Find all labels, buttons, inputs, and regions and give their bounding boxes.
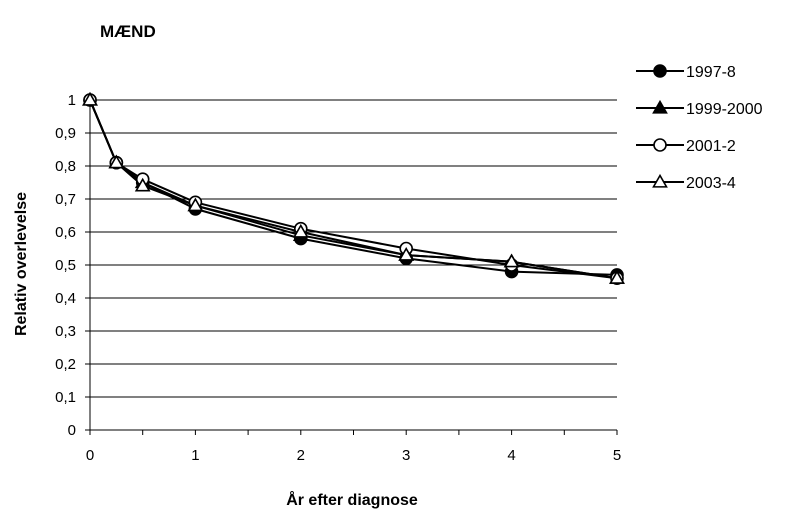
series-2001-2	[89, 99, 618, 280]
data-point	[398, 246, 415, 261]
series-line	[89, 99, 618, 276]
y-tick-label: 0,4	[55, 290, 76, 307]
legend-label: 1997-8	[686, 64, 736, 81]
legend-marker	[652, 173, 668, 188]
series-2003-4	[89, 99, 618, 280]
chart-title: MÆND	[100, 22, 156, 41]
x-tick-label: 3	[402, 447, 410, 464]
y-tick-label: 0,1	[55, 389, 76, 406]
series-1997-8	[89, 99, 618, 276]
data-point	[187, 197, 204, 212]
x-axis-title: År efter diagnose	[286, 490, 418, 509]
legend: 1997-8 1999-2000 2001-2 2003-4	[636, 64, 763, 192]
legend-label: 2001-2	[686, 138, 736, 155]
legend-label: 2003-4	[686, 175, 736, 192]
y-tick-label: 0,3	[55, 323, 76, 340]
series-line	[89, 99, 618, 280]
data-point	[134, 177, 151, 192]
y-tick-label: 0,2	[55, 356, 76, 373]
x-tick-label: 1	[191, 447, 199, 464]
series-line	[89, 99, 618, 280]
tick-labels: 0 0,1 0,2 0,3 0,4 0,5 0,6 0,7 0,8 0,9 1 0 1 2 3 4 5	[55, 92, 621, 464]
series-markers-1997-8	[83, 93, 624, 282]
legend-label: 1999-2000	[686, 101, 763, 118]
y-tick-label: 0,7	[55, 191, 76, 208]
x-tick-label: 0	[86, 447, 94, 464]
data-point	[503, 253, 520, 268]
x-tick-label: 2	[297, 447, 305, 464]
series-group	[82, 91, 625, 286]
legend-marker	[652, 99, 668, 114]
data-point	[82, 91, 98, 106]
y-tick-label: 1	[68, 92, 76, 109]
data-point	[108, 154, 125, 169]
data-point	[292, 223, 309, 238]
series-1999-2000	[89, 99, 618, 280]
legend-marker	[653, 138, 667, 152]
y-tick-label: 0,6	[55, 224, 76, 241]
y-tick-label: 0,9	[55, 125, 76, 142]
y-axis-title: Relativ overlevelse	[13, 192, 30, 336]
x-tick-label: 5	[613, 447, 621, 464]
y-tick-label: 0,8	[55, 158, 76, 175]
legend-marker	[653, 64, 667, 78]
x-tick-label: 4	[507, 447, 515, 464]
y-tick-label: 0,5	[55, 257, 76, 274]
legend-item: 2001-2	[636, 138, 736, 155]
legend-item: 2003-4	[636, 173, 736, 192]
series-markers-2003-4	[82, 91, 625, 284]
y-tick-label: 0	[68, 422, 76, 439]
data-point	[609, 270, 625, 284]
series-line	[89, 99, 618, 280]
legend-item: 1999-2000	[636, 99, 763, 118]
legend-item: 1997-8	[636, 64, 736, 81]
